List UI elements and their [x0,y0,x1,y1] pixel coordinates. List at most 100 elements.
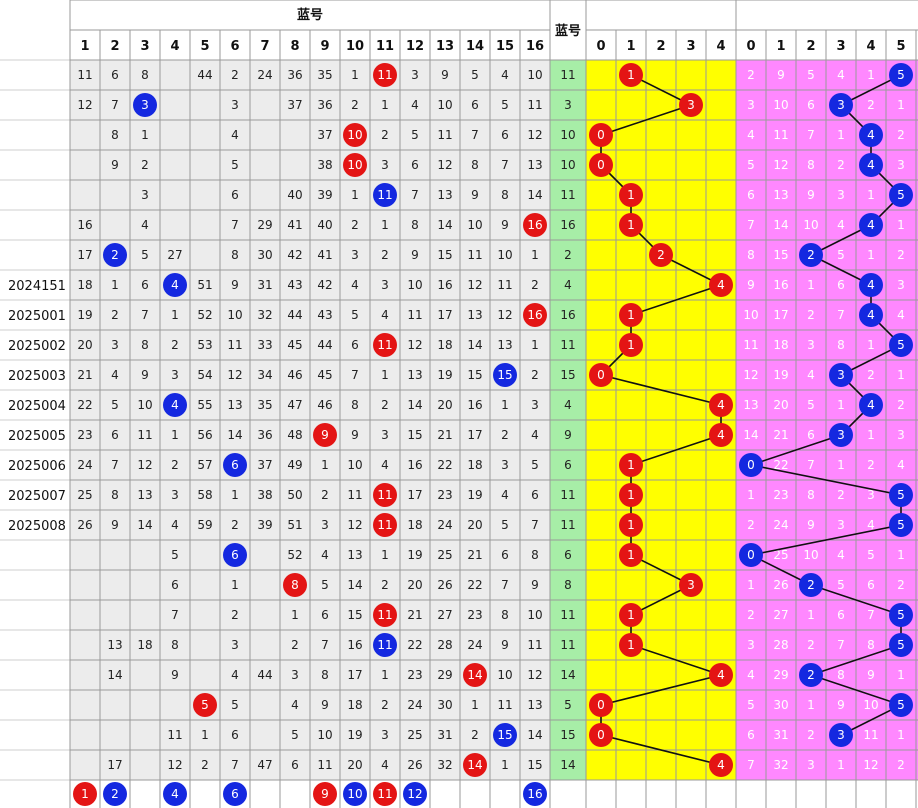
mod6-omission-cell: 19 [773,368,788,382]
blue-omission-cell: 16 [77,218,92,232]
mod6-omission-cell: 2 [867,458,875,472]
period-label: 2025005 [8,429,66,444]
header-mod5-col-2: 2 [656,39,665,54]
blue-omission-cell: 39 [257,518,272,532]
bottom-pick-ball-label: 12 [407,787,422,801]
mod5-ball-label: 3 [687,98,695,112]
mod6-omission-cell: 31 [773,728,788,742]
blue-omission-cell: 10 [437,98,452,112]
mod5-ball [619,333,643,357]
mod6-ball [739,543,763,567]
blue-omission-cell: 22 [407,638,422,652]
blue-omission-cell: 10 [527,608,542,622]
mod5-ball [619,63,643,87]
blue-omission-cell: 2 [381,578,389,592]
mod6-omission-cell: 1 [837,398,845,412]
mod5-ball-label: 1 [627,338,635,352]
blue-omission-cell: 23 [437,488,452,502]
mod6-omission-cell: 2 [747,68,755,82]
mod5-ball [649,243,673,267]
blue-omission-cell: 48 [287,428,302,442]
period-label: 2025008 [8,519,66,534]
mod6-omission-cell: 23 [773,488,788,502]
blue-omission-cell: 9 [171,668,179,682]
blue-omission-cell: 9 [111,158,119,172]
blue-omission-cell: 10 [467,218,482,232]
blue-omission-cell: 2 [111,308,119,322]
blue-omission-cell: 18 [407,518,422,532]
blue-omission-cell: 11 [497,278,512,292]
blue-value-cell: 15 [560,368,575,382]
mod6-omission-cell: 30 [773,698,788,712]
period-label: 2025004 [8,399,66,414]
period-label: 2025003 [8,369,66,384]
blue-omission-cell: 51 [197,278,212,292]
blue-omission-cell: 13 [227,398,242,412]
mod5-ball-label: 4 [717,278,725,292]
blue-omission-ball-hit [373,513,397,537]
blue-omission-ball-label: 14 [467,758,482,772]
blue-omission-cell: 4 [291,698,299,712]
mod6-omission-cell: 4 [867,518,875,532]
mod6-ball-label: 4 [867,308,875,322]
blue-omission-cell: 13 [137,488,152,502]
mod6-omission-cell: 2 [897,398,905,412]
blue-omission-ball-hit [463,663,487,687]
mod6-omission-cell: 9 [867,668,875,682]
header-mod5-col-3: 3 [686,39,695,54]
blue-omission-cell: 8 [141,338,149,352]
blue-omission-cell: 6 [111,428,119,442]
mod6-omission-cell: 3 [837,188,845,202]
mod5-ball [589,153,613,177]
header-blue-col-8: 8 [290,39,299,54]
blue-omission-cell: 6 [321,608,329,622]
blue-omission-cell: 1 [141,128,149,142]
blue-omission-cell: 39 [317,188,332,202]
blue-omission-cell: 8 [111,128,119,142]
blue-omission-cell: 15 [467,368,482,382]
blue-omission-cell: 19 [437,368,452,382]
mod5-ball-label: 1 [627,68,635,82]
mod6-omission-cell: 2 [837,488,845,502]
blue-omission-cell: 5 [321,578,329,592]
blue-omission-cell: 7 [231,758,239,772]
blue-omission-cell: 16 [437,278,452,292]
blue-omission-cell: 7 [531,518,539,532]
mod5-ball [709,393,733,417]
mod6-ball-label: 2 [807,578,815,592]
mod6-omission-cell: 1 [897,668,905,682]
mod6-ball-label: 4 [867,398,875,412]
blue-omission-ball-hit [373,63,397,87]
blue-omission-cell: 44 [317,338,332,352]
mod6-ball-label: 5 [897,338,905,352]
mod6-trend-segment [810,644,902,676]
blue-value-cell: 3 [564,98,572,112]
blue-omission-cell: 37 [257,458,272,472]
blue-omission-cell: 6 [411,158,419,172]
blue-omission-cell: 35 [317,68,332,82]
blue-omission-ball-label: 4 [171,278,179,292]
blue-omission-cell: 56 [197,428,212,442]
mod5-ball [709,423,733,447]
mod6-ball [859,273,883,297]
mod6-omission-cell: 7 [867,608,875,622]
bottom-pick-ball [223,782,247,806]
header-mod6-col-2: 2 [806,39,815,54]
blue-omission-ball-hit [373,183,397,207]
blue-omission-cell: 52 [287,548,302,562]
mod6-omission-cell: 5 [837,578,845,592]
blue-omission-cell: 10 [227,308,242,322]
blue-omission-ball-label: 15 [497,728,512,742]
mod6-omission-cell: 32 [773,758,788,772]
mod6-omission-cell: 2 [867,98,875,112]
blue-omission-cell: 7 [501,578,509,592]
blue-omission-cell: 35 [257,398,272,412]
blue-value-cell: 11 [560,488,575,502]
blue-omission-cell: 10 [347,458,362,472]
bottom-pick-ball [523,782,547,806]
mod5-ball-label: 1 [627,638,635,652]
mod5-ball [619,183,643,207]
mod5-ball-label: 4 [717,668,725,682]
mod6-ball [859,393,883,417]
blue-omission-cell: 14 [347,578,362,592]
